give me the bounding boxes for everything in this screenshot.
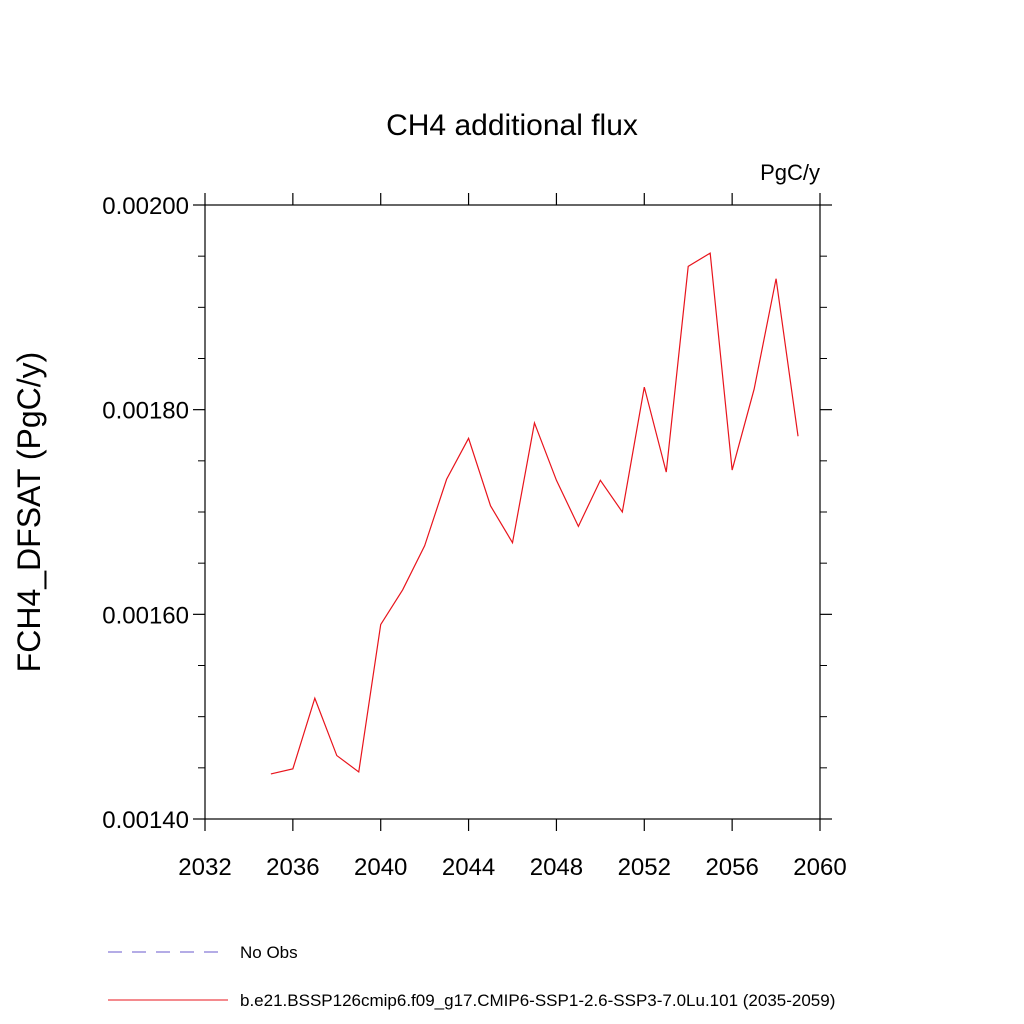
x-tick-label: 2056 bbox=[705, 854, 758, 881]
legend: No Obs b.e21.BSSP126cmip6.f09_g17.CMIP6-S… bbox=[108, 943, 835, 1010]
plot-frame bbox=[204, 204, 821, 820]
units-label: PgC/y bbox=[760, 160, 820, 185]
x-tick-label: 2032 bbox=[178, 854, 231, 881]
y-axis: 0.00140 0.00160 0.00180 0.00200 bbox=[102, 193, 832, 834]
x-tick-label: 2052 bbox=[618, 854, 671, 881]
x-tick-label: 2048 bbox=[530, 854, 583, 881]
chart-title: CH4 additional flux bbox=[386, 109, 638, 142]
x-tick-label: 2044 bbox=[442, 854, 495, 881]
y-tick-label: 0.00160 bbox=[102, 602, 189, 629]
y-tick-label: 0.00180 bbox=[102, 398, 189, 425]
legend-label: b.e21.BSSP126cmip6.f09_g17.CMIP6-SSP1-2.… bbox=[240, 991, 835, 1010]
x-tick-label: 2040 bbox=[354, 854, 407, 881]
y-axis-label: FCH4_DFSAT (PgC/y) bbox=[11, 352, 47, 673]
x-tick-label: 2060 bbox=[793, 854, 846, 881]
x-axis: 2032 2036 2040 2044 2048 2052 2056 2060 bbox=[178, 193, 847, 881]
series-line-1 bbox=[270, 252, 799, 775]
x-tick-label: 2036 bbox=[266, 854, 319, 881]
series-layer bbox=[270, 252, 799, 775]
y-tick-label: 0.00200 bbox=[102, 193, 189, 220]
y-tick-label: 0.00140 bbox=[102, 807, 189, 834]
legend-label: No Obs bbox=[240, 943, 298, 962]
